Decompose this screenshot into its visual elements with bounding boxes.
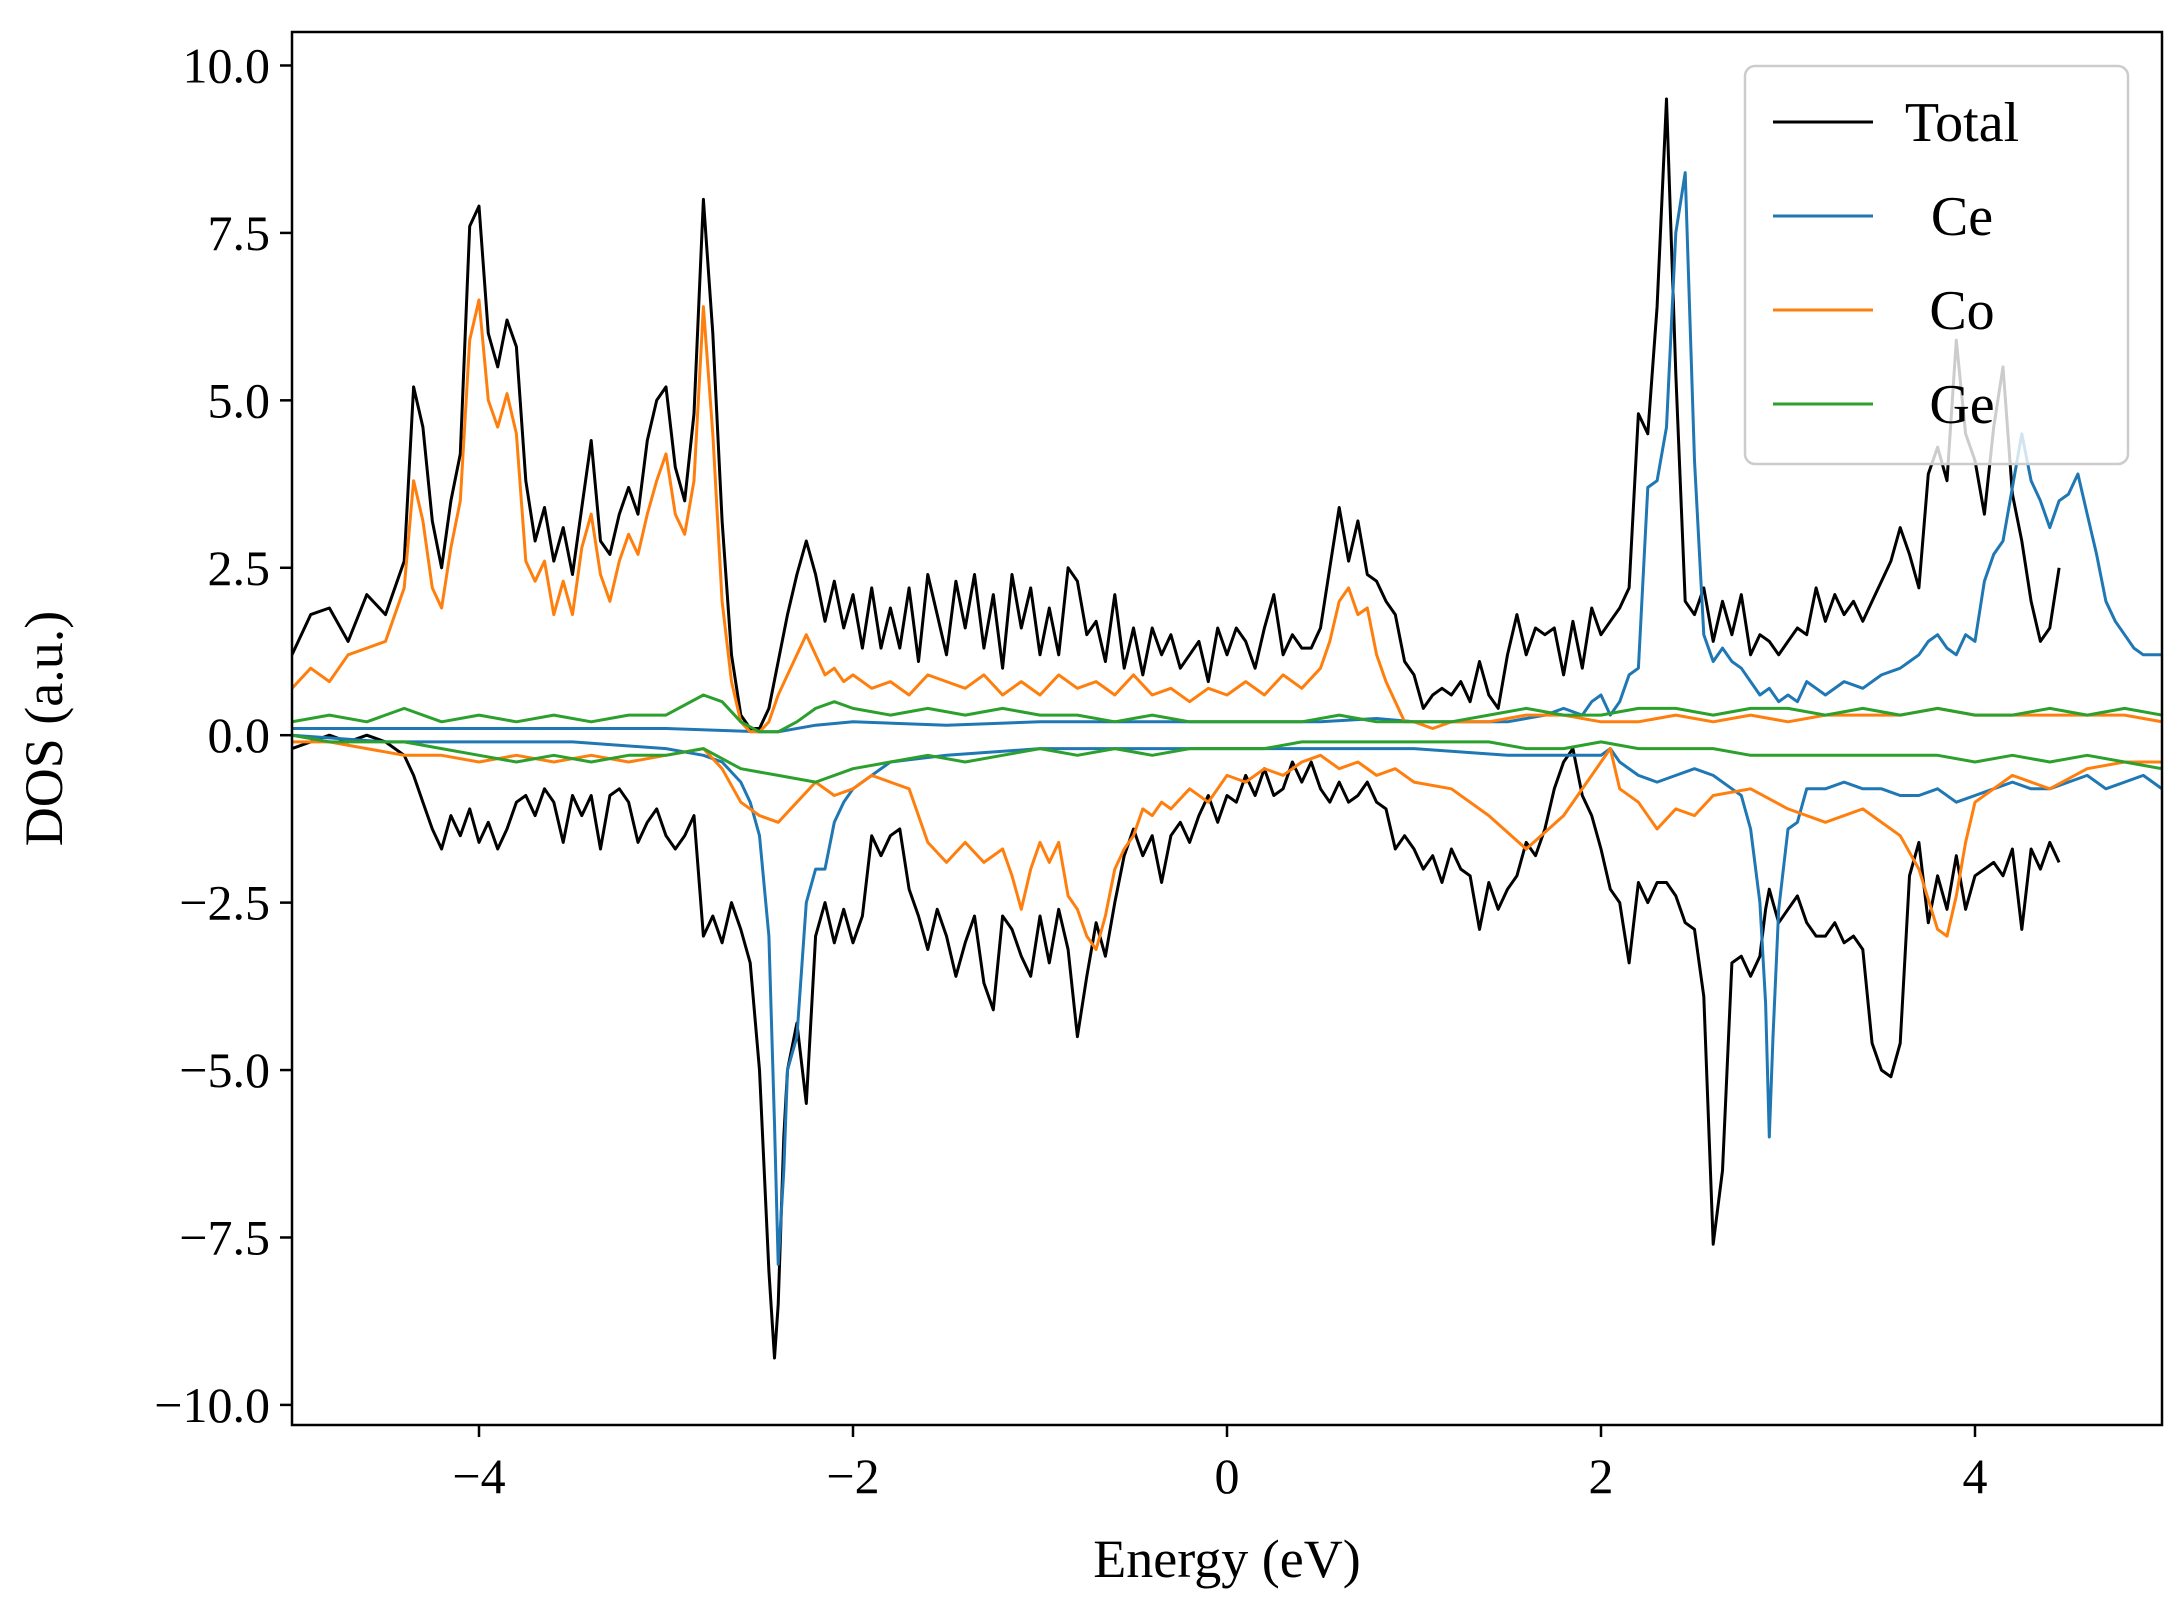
x-axis-label: Energy (eV) [1093, 1529, 1360, 1589]
y-tick-label: −5.0 [179, 1042, 270, 1098]
series-ge-down [292, 733, 2162, 784]
series-ce-down [292, 733, 2162, 1266]
series-co-down [292, 740, 2162, 951]
y-tick-label: 5.0 [208, 372, 271, 428]
y-axis: 10.0 7.5 5.0 2.5 0.0 −2.5 −5.0 −7.5 −10.0 [154, 37, 292, 1433]
series-ge-up [292, 693, 2162, 734]
y-tick-label: −2.5 [179, 875, 270, 931]
y-tick-label: −10.0 [154, 1377, 270, 1433]
series-co-up [292, 298, 2162, 734]
x-tick-label: 2 [1589, 1448, 1614, 1504]
y-tick-label: 10.0 [183, 37, 271, 93]
y-axis-label: DOS (a.u.) [14, 611, 74, 846]
x-axis: −4 −2 0 2 4 [452, 1425, 1988, 1504]
legend: Total Ce Co Ge [1743, 64, 2130, 466]
x-tick-label: −2 [826, 1448, 879, 1504]
y-tick-label: −7.5 [179, 1209, 270, 1265]
legend-label-ce: Ce [1931, 186, 1993, 248]
legend-label-total: Total [1905, 92, 2019, 154]
legend-label-ge: Ge [1929, 374, 1994, 436]
legend-label-co: Co [1929, 280, 1994, 342]
legend-box [1743, 64, 2130, 466]
series-total-down [292, 733, 2061, 1360]
series-layer [292, 97, 2162, 1360]
y-tick-label: 0.0 [208, 707, 271, 763]
y-tick-label: 7.5 [208, 205, 271, 261]
x-tick-label: 4 [1963, 1448, 1988, 1504]
x-tick-label: −4 [452, 1448, 505, 1504]
series-total-up [292, 97, 2061, 730]
y-tick-label: 2.5 [208, 540, 271, 596]
x-tick-label: 0 [1215, 1448, 1240, 1504]
